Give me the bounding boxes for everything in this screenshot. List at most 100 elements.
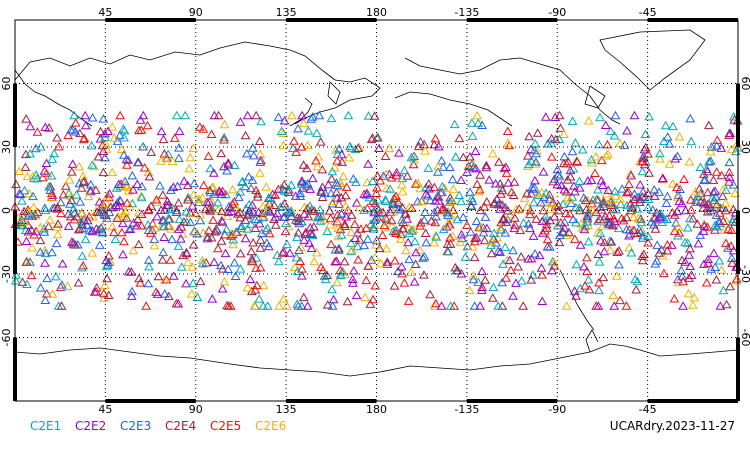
- observation-marker: [290, 191, 301, 200]
- observation-marker: [690, 195, 701, 205]
- observation-marker: [327, 198, 338, 208]
- observation-marker: [302, 203, 313, 213]
- observation-marker: [402, 171, 413, 180]
- observation-marker: [40, 122, 51, 132]
- observation-marker: [654, 187, 664, 196]
- observation-marker: [702, 222, 713, 231]
- observation-marker: [598, 201, 609, 211]
- observation-marker: [144, 261, 154, 271]
- observation-marker: [615, 194, 625, 203]
- observation-marker: [200, 204, 211, 214]
- observation-marker: [652, 214, 663, 224]
- observation-marker: [627, 201, 638, 211]
- observation-marker: [307, 229, 318, 238]
- observation-marker: [223, 207, 234, 216]
- observation-marker: [571, 156, 582, 165]
- observation-marker: [370, 252, 380, 262]
- observation-marker: [465, 187, 475, 196]
- observation-marker: [647, 205, 658, 214]
- observation-marker: [297, 110, 307, 120]
- observation-marker: [502, 126, 513, 135]
- observation-marker: [256, 116, 266, 126]
- observation-marker: [257, 228, 267, 237]
- observation-marker: [462, 241, 473, 251]
- observation-marker: [66, 167, 77, 176]
- observation-marker: [179, 217, 189, 226]
- observation-marker: [127, 170, 138, 180]
- observation-marker: [150, 223, 160, 232]
- observation-marker: [629, 194, 640, 203]
- observation-marker: [337, 157, 347, 166]
- observation-marker: [75, 197, 86, 206]
- observation-marker: [185, 152, 196, 162]
- observation-marker: [561, 158, 572, 168]
- observation-marker: [222, 211, 233, 221]
- observation-marker: [25, 148, 35, 158]
- observation-marker: [158, 247, 169, 257]
- observation-marker: [219, 119, 230, 129]
- observation-marker: [456, 196, 466, 206]
- observation-marker: [413, 178, 423, 187]
- observation-marker: [577, 144, 588, 154]
- observation-marker: [401, 209, 411, 218]
- observation-marker: [501, 168, 512, 177]
- observation-marker: [474, 184, 485, 194]
- observation-marker: [351, 290, 362, 300]
- observation-marker: [326, 239, 336, 249]
- observation-marker: [591, 151, 601, 161]
- observation-marker: [264, 198, 275, 208]
- observation-marker: [152, 211, 162, 221]
- observation-marker: [711, 140, 722, 150]
- observation-marker: [406, 267, 416, 277]
- observation-marker: [731, 274, 742, 283]
- observation-marker: [251, 253, 262, 262]
- observation-marker: [250, 223, 261, 232]
- observation-marker: [442, 210, 453, 220]
- observation-marker: [182, 180, 193, 190]
- observation-marker: [467, 242, 478, 251]
- observation-marker: [299, 235, 309, 244]
- observation-marker: [151, 194, 162, 204]
- observation-marker: [621, 224, 632, 234]
- observation-marker: [41, 288, 52, 298]
- lat-tick-label-left: 30: [0, 140, 13, 154]
- observation-marker: [541, 223, 552, 232]
- observation-marker: [68, 203, 79, 213]
- observation-marker: [703, 120, 714, 130]
- observation-marker: [605, 245, 616, 254]
- observation-marker: [644, 168, 654, 177]
- observation-marker: [380, 151, 391, 160]
- observation-marker: [37, 172, 48, 182]
- observation-marker: [269, 200, 280, 209]
- observation-marker: [683, 288, 694, 298]
- observation-marker: [452, 265, 463, 275]
- observation-marker: [288, 143, 298, 153]
- observation-marker: [583, 115, 594, 125]
- observation-marker: [72, 212, 82, 221]
- observation-marker: [57, 280, 67, 289]
- observation-marker: [386, 173, 397, 182]
- observation-marker: [593, 249, 604, 258]
- observation-marker: [174, 214, 185, 224]
- observation-marker: [94, 240, 105, 249]
- observation-marker: [689, 292, 700, 302]
- observation-marker: [156, 205, 166, 214]
- observation-marker: [722, 243, 733, 252]
- observation-marker: [448, 184, 459, 193]
- observation-marker: [633, 213, 644, 223]
- observation-marker: [411, 247, 421, 257]
- observation-marker: [377, 230, 388, 240]
- observation-marker: [301, 227, 311, 236]
- observation-marker: [574, 183, 585, 192]
- observation-marker: [524, 131, 534, 141]
- observation-marker: [408, 159, 419, 169]
- observation-marker: [604, 236, 615, 245]
- observation-marker: [45, 215, 55, 224]
- observation-marker: [42, 273, 52, 283]
- observation-marker: [195, 276, 206, 286]
- observation-marker: [597, 180, 608, 189]
- observation-marker: [726, 144, 737, 153]
- observation-marker: [571, 217, 581, 227]
- observation-marker: [28, 202, 39, 211]
- lon-tick-label-bottom: -45: [639, 403, 657, 416]
